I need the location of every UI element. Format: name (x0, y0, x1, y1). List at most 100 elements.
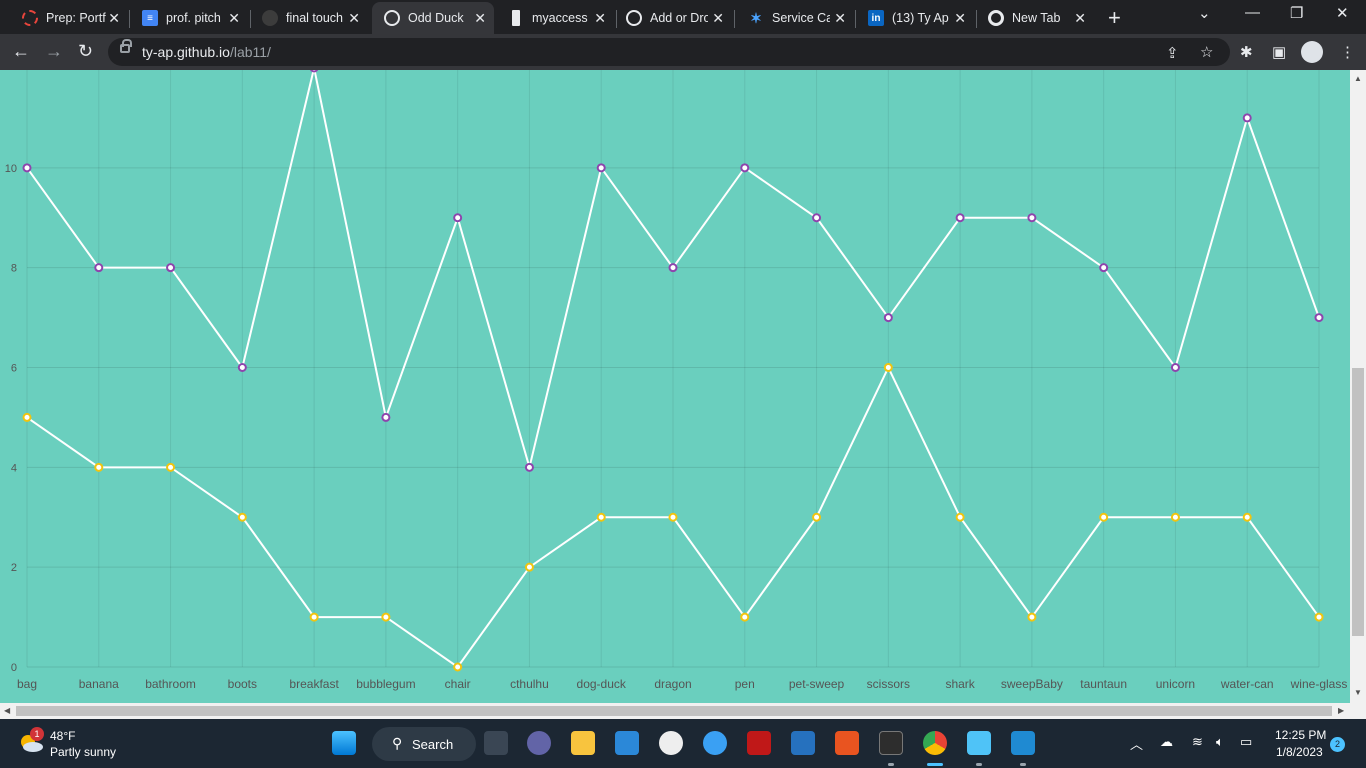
x-tick-label: water-can (1220, 677, 1274, 691)
tab-new-tab[interactable]: New Tab ✕ (976, 4, 1094, 32)
menu-icon[interactable]: ⋮ (1340, 44, 1355, 61)
tray-expand-icon[interactable]: ︿ (1130, 737, 1144, 752)
horizontal-scroll-thumb[interactable] (16, 706, 1332, 716)
windows-start-icon[interactable] (332, 731, 356, 755)
close-icon[interactable]: ✕ (594, 10, 606, 26)
chrome-icon[interactable] (923, 731, 947, 755)
close-icon[interactable]: ✕ (834, 10, 846, 26)
profile-avatar[interactable] (1301, 41, 1323, 63)
vertical-scrollbar[interactable]: ▲ ▼ (1350, 70, 1366, 703)
x-tick-label: bathroom (145, 677, 196, 691)
tab-add-or-drop[interactable]: Add or Dro ✕ (614, 4, 732, 32)
taskbar-search[interactable]: ⚲ Search (372, 727, 476, 761)
tab-title: New Tab (1012, 11, 1061, 25)
tab-service-catalog[interactable]: ✶ Service Cat ✕ (736, 4, 854, 32)
tab-myaccess[interactable]: myaccess.s ✕ (496, 4, 614, 32)
data-point (668, 512, 678, 522)
meet-icon[interactable] (527, 731, 551, 755)
y-tick-label: 0 (11, 662, 17, 674)
side-panel-icon[interactable]: ▣ (1272, 44, 1287, 61)
close-icon[interactable]: ✕ (108, 10, 120, 26)
data-point (883, 363, 893, 373)
back-icon[interactable]: ← (12, 41, 30, 61)
restore-icon[interactable]: ❐ (1290, 5, 1304, 22)
console-icon[interactable] (879, 731, 903, 755)
minimize-icon[interactable]: — (1245, 4, 1260, 21)
scroll-up-icon[interactable]: ▲ (1354, 74, 1362, 83)
volume-icon[interactable]: 🔈︎ (1216, 734, 1224, 749)
ubuntu-icon[interactable] (835, 731, 859, 755)
file-explorer-icon[interactable] (571, 731, 595, 755)
linkedin-icon: in (868, 10, 884, 26)
scroll-right-icon[interactable]: ▶ (1338, 706, 1345, 715)
weather-description[interactable]: Partly sunny (50, 745, 117, 759)
data-point (1242, 512, 1252, 522)
close-icon[interactable]: ✕ (348, 10, 360, 26)
x-axis: bag banana bathroom boots breakfast bubblegum… (17, 677, 1347, 691)
address-bar[interactable]: ty-ap.github.io/lab11/ ⇪ ☆ (108, 38, 1230, 66)
data-point (381, 612, 391, 622)
x-tick-label: bag (17, 677, 37, 691)
clock-time[interactable]: 12:25 PM (1275, 728, 1327, 742)
page-content: 0 2 4 6 8 10 bag banana bathroom boots breakfast b… (0, 70, 1350, 703)
running-indicator (888, 763, 894, 766)
new-tab-button[interactable]: + (1108, 5, 1121, 30)
close-icon[interactable]: ✕ (712, 10, 724, 26)
y-tick-label: 4 (11, 462, 17, 474)
data-point (94, 263, 104, 273)
weather-badge: 1 (30, 727, 44, 741)
data-point (166, 263, 176, 273)
data-point (740, 163, 750, 173)
horizontal-scrollbar[interactable]: ◀ ▶ (0, 703, 1366, 719)
scroll-down-icon[interactable]: ▼ (1354, 688, 1362, 697)
forward-icon[interactable]: → (45, 41, 63, 61)
notepad-icon[interactable] (967, 731, 991, 755)
x-tick-label: bubblegum (356, 677, 415, 691)
extensions-icon[interactable]: ✱ (1240, 44, 1253, 61)
tab-title: (13) Ty Ap (892, 11, 949, 25)
tab-title: Service Cat (772, 11, 830, 25)
tab-title: Odd Duck (408, 11, 464, 25)
close-icon[interactable]: ✕ (1074, 10, 1086, 26)
x-tick-label: shark (945, 677, 975, 691)
wifi-icon[interactable]: ≋ (1192, 734, 1203, 749)
tab-prep[interactable]: Prep: Portf ✕ (10, 4, 128, 32)
vscode-icon[interactable] (1011, 731, 1035, 755)
share-icon[interactable]: ⇪ (1166, 45, 1179, 62)
tab-separator (129, 10, 130, 28)
close-icon[interactable]: ✕ (228, 10, 240, 26)
notification-badge[interactable]: 2 (1330, 737, 1345, 752)
close-icon[interactable]: ✕ (474, 10, 486, 26)
weather-temp[interactable]: 48°F (50, 729, 76, 743)
battery-icon[interactable]: ▭ (1240, 734, 1253, 749)
tab-search-icon[interactable]: ⌄ (1198, 5, 1211, 22)
onedrive-icon[interactable]: ☁ (1160, 734, 1173, 749)
data-point (1099, 512, 1109, 522)
vertical-scroll-thumb[interactable] (1352, 368, 1364, 636)
search-icon: ⚲ (392, 735, 403, 751)
scroll-left-icon[interactable]: ◀ (4, 706, 11, 715)
close-window-icon[interactable]: ✕ (1336, 5, 1349, 22)
y-tick-label: 6 (11, 363, 17, 375)
clock-date[interactable]: 1/8/2023 (1276, 745, 1323, 759)
tab-separator (976, 10, 977, 28)
mcafee-icon[interactable] (747, 731, 771, 755)
globe-icon (626, 10, 642, 26)
tab-odd-duck[interactable]: Odd Duck ✕ (372, 2, 494, 34)
x-tick-label: boots (228, 677, 257, 691)
tab-linkedin[interactable]: in (13) Ty Ap ✕ (856, 4, 974, 32)
close-icon[interactable]: ✕ (954, 10, 966, 26)
tab-prof-pitch[interactable]: ≡ prof. pitch ✕ (130, 4, 248, 32)
store-icon[interactable] (615, 731, 639, 755)
terminal-app-icon[interactable] (659, 731, 683, 755)
tab-final-touch[interactable]: final touch ✕ (250, 4, 368, 32)
y-tick-label: 2 (11, 562, 17, 574)
reload-icon[interactable]: ↻ (78, 41, 94, 61)
powershell-icon[interactable] (791, 731, 815, 755)
service-icon: ✶ (750, 9, 762, 26)
bookmark-star-icon[interactable]: ☆ (1200, 44, 1214, 61)
task-view-icon[interactable] (484, 731, 508, 755)
running-indicator (976, 763, 982, 766)
help-icon[interactable] (703, 731, 727, 755)
url-path: /lab11/ (229, 44, 271, 60)
